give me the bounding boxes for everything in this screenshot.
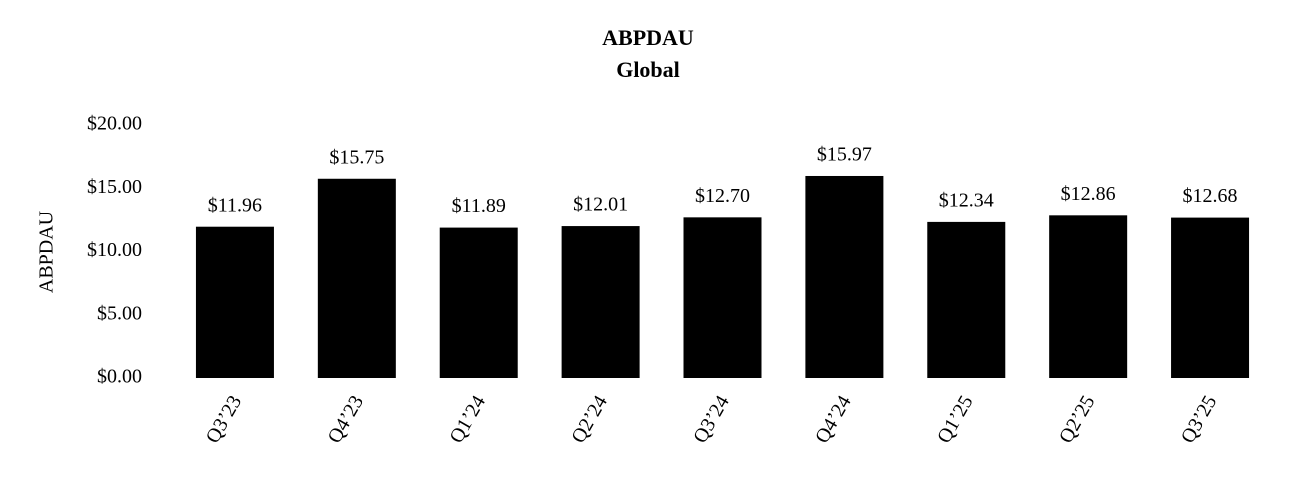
x-tick-label: Q2’24	[567, 392, 612, 447]
x-tick-label: Q1’25	[933, 392, 978, 447]
value-label: $12.34	[939, 189, 994, 211]
x-tick-label: Q2’25	[1055, 392, 1100, 447]
value-label: $11.89	[452, 195, 506, 217]
bar	[683, 217, 762, 378]
bar	[1049, 215, 1128, 378]
bar	[561, 226, 640, 378]
y-axis-label: ABPDAU	[36, 210, 58, 293]
bar	[195, 226, 274, 378]
value-label: $15.97	[817, 144, 872, 166]
value-label: $12.68	[1183, 185, 1238, 207]
chart-title: ABPDAU	[602, 25, 694, 50]
bar	[439, 227, 518, 378]
x-tick-label: Q4’23	[324, 392, 369, 447]
x-tick-label: Q1’24	[445, 392, 490, 447]
bar	[1171, 217, 1250, 378]
chart-subtitle: Global	[616, 57, 680, 82]
value-label: $15.75	[329, 146, 384, 168]
value-label: $12.70	[695, 185, 750, 207]
value-label: $11.96	[208, 194, 262, 216]
y-tick-label: $0.00	[97, 366, 142, 388]
bar	[805, 175, 884, 378]
y-tick-label: $15.00	[87, 176, 142, 198]
x-tick-label: Q3’23	[202, 392, 247, 447]
y-tick-label: $20.00	[87, 113, 142, 135]
bar	[317, 178, 396, 378]
x-tick-label: Q3’25	[1177, 392, 1222, 447]
value-label: $12.86	[1061, 183, 1116, 205]
y-tick-label: $5.00	[97, 302, 142, 324]
bar	[927, 221, 1006, 378]
y-tick-label: $10.00	[87, 239, 142, 261]
x-tick-label: Q4’24	[811, 392, 856, 447]
value-label: $12.01	[573, 194, 628, 216]
x-tick-label: Q3’24	[689, 392, 734, 447]
